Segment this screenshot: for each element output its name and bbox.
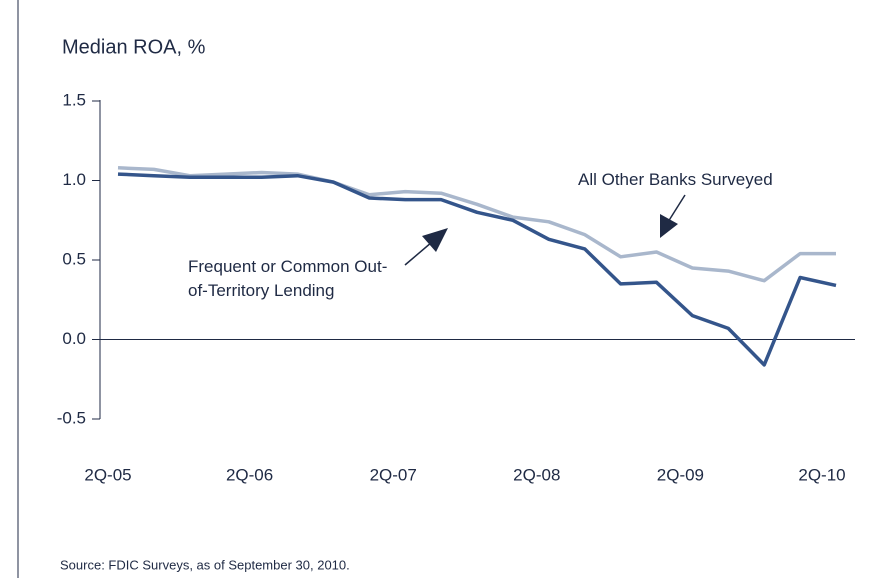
y-tick-label: 0.0 bbox=[62, 329, 86, 348]
series-annotation: All Other Banks Surveyed bbox=[578, 170, 773, 189]
x-tick-label: 2Q-07 bbox=[370, 465, 417, 484]
arrow-line bbox=[404, 241, 433, 266]
series-line bbox=[117, 172, 837, 367]
chart-title: Median ROA, % bbox=[62, 36, 206, 58]
y-tick-label: 1.5 bbox=[62, 90, 86, 109]
x-tick-label: 2Q-08 bbox=[513, 465, 560, 484]
source-note: Source: FDIC Surveys, as of September 30… bbox=[60, 557, 350, 572]
y-tick-label: 0.5 bbox=[62, 249, 86, 268]
series-annotation: Frequent or Common Out-of-Territory Lend… bbox=[188, 257, 388, 300]
arrow-head bbox=[660, 214, 678, 238]
x-tick-label: 2Q-05 bbox=[84, 465, 131, 484]
series-line bbox=[117, 166, 836, 283]
arrow-line bbox=[667, 194, 686, 223]
x-tick-label: 2Q-10 bbox=[798, 465, 845, 484]
x-tick-label: 2Q-09 bbox=[657, 465, 704, 484]
arrow-head bbox=[422, 228, 448, 252]
y-tick-label: -0.5 bbox=[57, 408, 86, 427]
x-tick-label: 2Q-06 bbox=[226, 465, 273, 484]
y-tick-label: 1.0 bbox=[62, 170, 86, 189]
